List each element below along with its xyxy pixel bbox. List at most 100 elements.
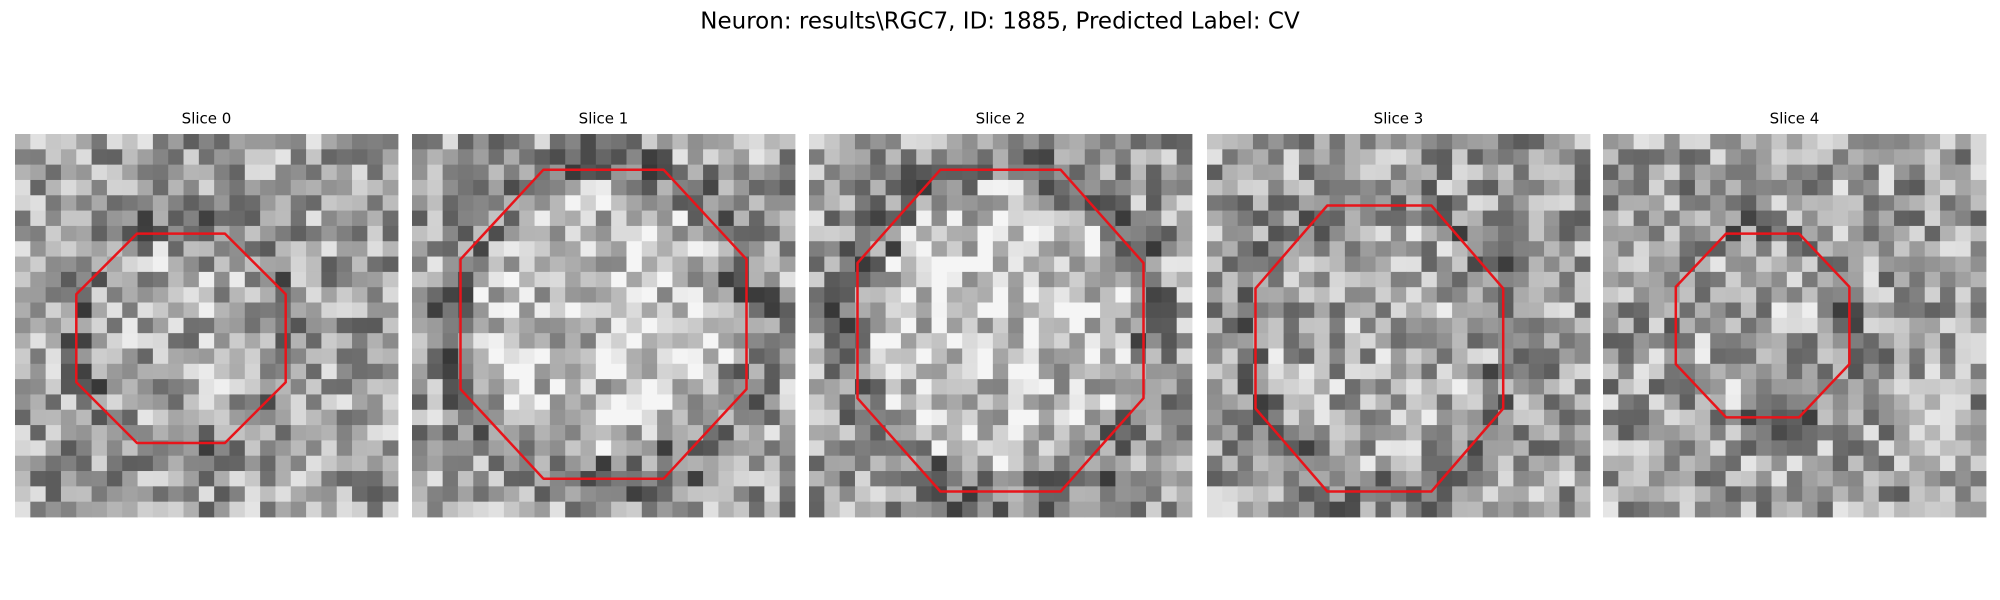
pixel: [122, 271, 138, 288]
pixel: [1513, 149, 1530, 166]
pixel: [60, 195, 77, 211]
pixel: [457, 210, 474, 227]
pixel: [244, 455, 261, 472]
pixel: [1832, 164, 1849, 181]
pixel: [1878, 379, 1895, 395]
pixel: [427, 471, 444, 487]
pixel: [549, 348, 566, 365]
pixel: [718, 225, 735, 242]
pixel: [611, 134, 627, 150]
pixel: [1482, 440, 1499, 457]
pixel: [824, 287, 841, 303]
pixel: [824, 256, 841, 273]
pixel: [824, 471, 841, 487]
pixel: [1756, 379, 1772, 395]
pixel: [703, 440, 719, 457]
pixel: [854, 440, 871, 457]
pixel: [1618, 471, 1635, 487]
pixel: [1802, 195, 1818, 211]
pixel: [352, 241, 368, 257]
pixel: [1084, 241, 1101, 257]
pixel: [1633, 363, 1650, 380]
pixel: [15, 333, 31, 349]
pixel: [992, 455, 1009, 472]
pixel: [1375, 379, 1392, 395]
pixel: [45, 302, 62, 319]
pixel: [427, 195, 444, 211]
pixel: [1618, 241, 1635, 257]
pixel: [168, 287, 184, 303]
pixel: [580, 195, 597, 211]
pixel: [916, 440, 932, 457]
pixel: [244, 409, 261, 426]
pixel: [595, 210, 612, 227]
pixel: [611, 440, 627, 457]
pixel: [1084, 179, 1101, 196]
pixel: [1498, 302, 1514, 319]
pixel: [367, 271, 384, 288]
pixel: [549, 455, 566, 472]
pixel: [1237, 287, 1254, 303]
pixel: [595, 333, 612, 349]
pixel: [152, 471, 169, 487]
pixel: [137, 348, 154, 365]
pixel: [641, 225, 658, 242]
pixel: [1559, 425, 1576, 441]
pixel: [946, 425, 963, 441]
pixel: [1054, 425, 1070, 441]
pixel: [1924, 210, 1941, 227]
pixel: [1710, 333, 1726, 349]
pixel: [1390, 210, 1407, 227]
pixel: [275, 210, 292, 227]
pixel: [183, 379, 200, 395]
pixel: [1252, 440, 1269, 457]
pixel: [809, 348, 825, 365]
pixel: [1436, 333, 1453, 349]
pixel: [76, 409, 92, 426]
pixel: [641, 210, 658, 227]
pixel: [1817, 394, 1834, 411]
pixel: [1390, 164, 1407, 181]
pixel: [1008, 425, 1024, 441]
pixel: [1970, 394, 1987, 411]
pixel: [595, 149, 612, 166]
pixel: [824, 210, 841, 227]
pixel: [1894, 287, 1910, 303]
pixel: [336, 363, 353, 380]
pixel: [1786, 164, 1803, 181]
pixel: [854, 379, 871, 395]
pixel: [1130, 225, 1147, 242]
pixel: [1970, 179, 1987, 196]
pixel: [1298, 149, 1315, 166]
pixel: [672, 287, 689, 303]
pixel: [1832, 256, 1849, 273]
pixel: [1375, 455, 1392, 472]
pixel: [1725, 425, 1742, 441]
pixel: [1207, 225, 1223, 242]
pixel: [1207, 179, 1223, 196]
pixel: [733, 425, 750, 441]
pixel: [336, 164, 353, 181]
pixel: [549, 195, 566, 211]
pixel: [91, 486, 108, 503]
pixel: [412, 440, 428, 457]
pixel: [1038, 440, 1055, 457]
pixel: [1848, 333, 1864, 349]
pixel: [916, 241, 932, 257]
pixel: [1054, 333, 1070, 349]
pixel: [457, 134, 474, 150]
pixel: [15, 164, 31, 181]
pixel: [1786, 471, 1803, 487]
pixel: [45, 287, 62, 303]
pixel: [718, 287, 735, 303]
pixel: [1725, 471, 1742, 487]
pixel: [1283, 348, 1300, 365]
pixel: [1467, 363, 1484, 380]
pixel: [900, 363, 917, 380]
pixel: [1528, 440, 1545, 457]
pixel: [427, 210, 444, 227]
pixel: [718, 348, 735, 365]
pixel: [916, 471, 932, 487]
pixel: [1298, 164, 1315, 181]
pixel: [1725, 348, 1742, 365]
